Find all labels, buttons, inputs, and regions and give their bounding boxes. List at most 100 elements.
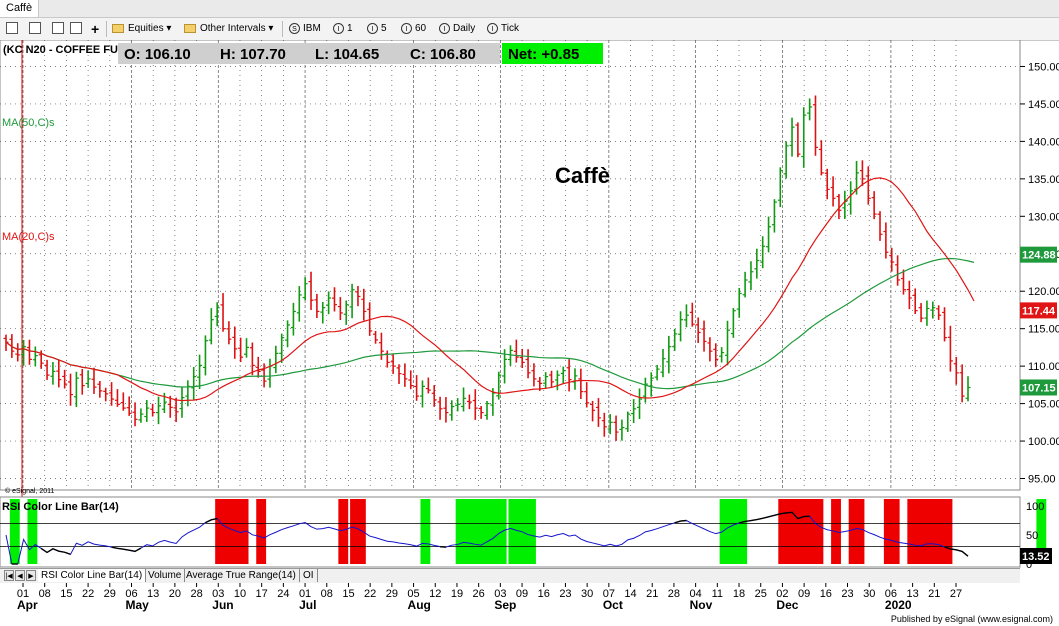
x-tick-label: 20 bbox=[169, 588, 181, 600]
up-bar bbox=[654, 364, 660, 381]
up-bar bbox=[296, 286, 302, 322]
up-bar bbox=[290, 302, 296, 336]
up-bar bbox=[730, 308, 736, 338]
rsi-overbought-zone bbox=[883, 499, 900, 564]
quote-low: L: 104.65 bbox=[315, 46, 379, 63]
tab-rsi[interactable]: RSI Color Line Bar(14) bbox=[38, 569, 147, 582]
link-icon[interactable] bbox=[29, 22, 41, 34]
up-bar bbox=[214, 302, 220, 327]
interval-daily-button[interactable]: I Daily bbox=[439, 18, 475, 40]
rsi-overbought-zone bbox=[848, 499, 865, 564]
x-tick-label: 13 bbox=[147, 588, 159, 600]
x-tick-label: 27 bbox=[950, 588, 962, 600]
price-label-box bbox=[1020, 302, 1057, 319]
tab-volume[interactable]: Volume bbox=[145, 569, 186, 582]
down-bar bbox=[900, 269, 906, 295]
interval-tick-button[interactable]: I Tick bbox=[487, 18, 519, 40]
up-bar bbox=[273, 345, 279, 374]
new-chart-icon[interactable] bbox=[6, 22, 18, 34]
down-bar bbox=[91, 367, 97, 394]
s-circle-icon: S bbox=[289, 22, 300, 34]
layout-icon[interactable] bbox=[70, 22, 82, 34]
down-bar bbox=[68, 373, 74, 406]
down-bar bbox=[249, 342, 255, 376]
tab-atr[interactable]: Average True Range(14) bbox=[183, 569, 300, 582]
up-bar bbox=[748, 261, 754, 291]
equities-dropdown[interactable]: Equities ▾ bbox=[112, 18, 171, 40]
down-bar bbox=[818, 140, 824, 176]
first-tab-icon[interactable]: |◀ bbox=[4, 570, 14, 581]
down-bar bbox=[167, 395, 173, 418]
up-bar bbox=[725, 320, 730, 366]
down-bar bbox=[701, 320, 707, 352]
month-label: 2020 bbox=[885, 598, 912, 612]
copyright-label: © eSignal, 2011 bbox=[5, 487, 55, 495]
y-tick-label: 115.00 bbox=[1028, 324, 1059, 336]
down-bar bbox=[566, 359, 572, 392]
up-bar bbox=[560, 366, 566, 384]
up-bar bbox=[349, 283, 355, 319]
rsi-overbought-zone bbox=[778, 499, 824, 564]
month-label: Aug bbox=[408, 598, 431, 612]
down-bar bbox=[238, 337, 244, 363]
x-tick-label: 23 bbox=[841, 588, 853, 600]
up-bar bbox=[719, 347, 725, 363]
up-bar bbox=[777, 167, 783, 208]
y-tick-label: 105.00 bbox=[1028, 399, 1059, 411]
down-bar bbox=[689, 302, 695, 327]
rsi-line-highlight bbox=[205, 517, 218, 524]
down-bar bbox=[56, 359, 62, 388]
ma50-line bbox=[5, 257, 975, 390]
copy-icon[interactable] bbox=[52, 22, 64, 34]
quote-box bbox=[118, 43, 500, 64]
rsi-oversold-zone bbox=[719, 499, 748, 564]
next-tab-icon[interactable]: ▶ bbox=[26, 570, 36, 581]
down-bar bbox=[466, 394, 472, 410]
down-bar bbox=[824, 168, 830, 200]
quote-open: O: 106.10 bbox=[124, 46, 191, 63]
up-bar bbox=[197, 354, 203, 390]
down-bar bbox=[883, 222, 889, 259]
up-bar bbox=[50, 362, 56, 385]
publisher-label: Published by eSignal (www.esignal.com) bbox=[890, 614, 1053, 624]
prev-tab-icon[interactable]: ◀ bbox=[15, 570, 25, 581]
up-bar bbox=[766, 216, 772, 253]
price-chart[interactable]: 150.00145.00140.00135.00130.00125.00120.… bbox=[0, 40, 1059, 583]
price-label-box bbox=[1020, 246, 1057, 263]
tab-oi[interactable]: OI bbox=[300, 569, 318, 582]
rsi-value-box bbox=[1020, 548, 1052, 564]
x-tick-label: 28 bbox=[190, 588, 202, 600]
down-bar bbox=[531, 363, 537, 387]
up-bar bbox=[179, 386, 185, 418]
x-tick-label: 22 bbox=[82, 588, 94, 600]
x-tick-label: 09 bbox=[798, 588, 810, 600]
down-bar bbox=[337, 297, 343, 321]
down-bar bbox=[584, 382, 590, 408]
interval-60-button[interactable]: I 60 bbox=[401, 18, 426, 40]
rsi-overbought-zone bbox=[256, 499, 267, 564]
down-bar bbox=[402, 363, 408, 387]
down-bar bbox=[912, 288, 918, 315]
x-tick-label: 11 bbox=[712, 588, 723, 600]
rsi-value: 13.52 bbox=[1022, 551, 1050, 563]
down-bar bbox=[472, 389, 478, 420]
rsi-overbought-zone bbox=[338, 499, 349, 564]
i-circle-icon: I bbox=[439, 22, 450, 34]
up-bar bbox=[683, 304, 689, 328]
up-bar bbox=[502, 349, 508, 384]
down-bar bbox=[590, 400, 596, 422]
down-bar bbox=[713, 343, 719, 368]
up-bar bbox=[302, 277, 308, 301]
rsi-line-highlight bbox=[40, 547, 71, 555]
up-bar bbox=[285, 320, 291, 348]
down-bar bbox=[120, 392, 126, 411]
intervals-dropdown[interactable]: Other Intervals ▾ bbox=[184, 18, 273, 40]
up-bar bbox=[631, 399, 637, 423]
down-bar bbox=[97, 381, 103, 398]
crosshair-icon[interactable]: + bbox=[91, 21, 100, 37]
up-bar bbox=[32, 346, 38, 367]
month-label: Nov bbox=[690, 598, 713, 612]
interval-symbol-button[interactable]: S IBM bbox=[289, 18, 321, 40]
